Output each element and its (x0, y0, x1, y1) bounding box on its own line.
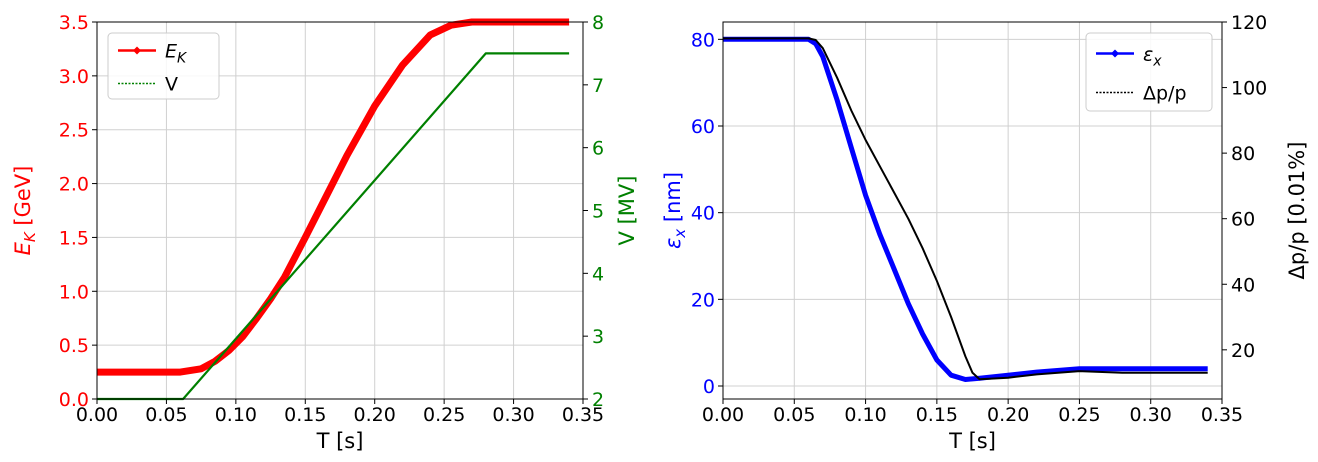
x-tick-label: 0.05 (773, 404, 815, 426)
x-tick-label: 0.15 (284, 404, 326, 426)
legend: EKV (107, 32, 220, 100)
y2-tick-label: 4 (592, 263, 604, 285)
y2-tick-label: 120 (1231, 12, 1267, 34)
legend-label-main: ε (1143, 44, 1153, 66)
legend: εx Δp/p (1085, 32, 1213, 112)
legend-label-sub: K (177, 51, 188, 67)
y2-axis-ticks: 20 40 60 80 100 120 (1222, 12, 1267, 362)
plot-frame (722, 21, 1223, 400)
y-axis-label-rest: [GeV] (11, 166, 35, 233)
x-tick-label: 0.15 (916, 404, 958, 426)
x-tick-label: 0.20 (987, 404, 1029, 426)
y-axis-label-rest: [nm] (661, 172, 685, 229)
y-tick-label: 0.0 (59, 389, 89, 411)
legend-label-main: E (165, 41, 177, 63)
series-line-1-1 (723, 37, 1208, 381)
y-axis-label-main: E (11, 241, 35, 255)
legend-label-sub: x (1152, 54, 1162, 70)
y-tick-label: 3.0 (59, 66, 89, 88)
y2-tick-label: 7 (592, 75, 604, 97)
series-line-0-0 (97, 18, 570, 376)
legend-label-0: εx (1143, 44, 1162, 70)
x-tick-label: 0.30 (1130, 404, 1172, 426)
y2-axis-ticks: 2 3 4 5 6 7 8 (583, 12, 604, 411)
legend-label-1: Δp/p (1143, 83, 1187, 105)
x-tick-label: 0.25 (1058, 404, 1100, 426)
energy-voltage-chart: 0.00 0.05 0.10 0.15 0.20 0.25 0.30 0.35 0.0 0.5 1.… (11, 12, 639, 453)
y2-axis-label: Δp/p [0.01%] (1285, 142, 1309, 280)
grid-lines (96, 21, 584, 400)
x-axis-label: T [s] (948, 429, 996, 453)
y2-tick-label: 6 (592, 138, 604, 160)
y-axis-label: EK [GeV] (11, 166, 39, 256)
x-tick-label: 0.05 (145, 404, 187, 426)
x-tick-label: 0.30 (492, 404, 534, 426)
y2-tick-label: 80 (1231, 143, 1255, 165)
y-tick-label: 3.5 (59, 12, 89, 34)
y2-tick-label: 20 (1231, 340, 1255, 362)
y2-tick-label: 3 (592, 326, 604, 348)
x-tick-label: 0.10 (844, 404, 886, 426)
x-axis-ticks: 0.00 0.05 0.10 0.15 0.20 0.25 0.30 0.35 (702, 399, 1243, 426)
y-tick-label: 1.0 (59, 281, 89, 303)
y-tick-label: 60 (691, 116, 715, 138)
legend-label-0: EK (165, 41, 188, 67)
y-axis-label-sub: K (21, 231, 39, 242)
x-tick-label: 0.25 (423, 404, 465, 426)
y-tick-label: 2.5 (59, 120, 89, 142)
y-tick-label: 40 (691, 203, 715, 225)
emittance-momentum-chart: 0.00 0.05 0.10 0.15 0.20 0.25 0.30 0.35 0 20 40 60 8… (661, 12, 1309, 453)
x-tick-label: 0.10 (215, 404, 257, 426)
y2-tick-label: 40 (1231, 274, 1255, 296)
y-axis-ticks: 0 20 40 60 80 (691, 29, 723, 398)
x-tick-label: 0.00 (76, 404, 118, 426)
x-axis-label: T [s] (316, 429, 364, 453)
y2-axis-label: V [MV] (615, 176, 639, 246)
y2-tick-label: 2 (592, 389, 604, 411)
y-axis-ticks: 0.0 0.5 1.0 1.5 2.0 2.5 3.0 3.5 (59, 12, 97, 411)
x-tick-label: 0.35 (562, 404, 604, 426)
legend-label-1: V (165, 74, 178, 96)
y-tick-label: 0.5 (59, 335, 89, 357)
y-axis-label-main: ε (661, 238, 685, 249)
y2-tick-label: 5 (592, 201, 604, 223)
legend-marker-0 (133, 46, 141, 55)
y-tick-label: 80 (691, 29, 715, 51)
series-line-1-0 (723, 36, 1208, 382)
x-tick-label: 0.20 (354, 404, 396, 426)
x-tick-label: 0.00 (702, 404, 744, 426)
y-tick-label: 1.5 (59, 227, 89, 249)
legend-box (107, 32, 220, 100)
legend-label-main: Δp/p (1143, 83, 1187, 105)
y-axis-label: εx [nm] (661, 172, 689, 249)
y-tick-label: 20 (691, 289, 715, 311)
x-axis-ticks: 0.00 0.05 0.10 0.15 0.20 0.25 0.30 0.35 (76, 399, 604, 426)
y-axis-label-sub: x (671, 229, 689, 239)
y-tick-label: 2.0 (59, 174, 89, 196)
y2-tick-label: 60 (1231, 209, 1255, 231)
legend-label-main: V (165, 74, 178, 96)
x-tick-label: 0.35 (1201, 404, 1243, 426)
y2-tick-label: 8 (592, 12, 604, 34)
legend-marker-0 (1111, 49, 1119, 58)
y2-tick-label: 100 (1231, 78, 1267, 100)
series-line-0-1 (97, 52, 570, 401)
y-tick-label: 0 (703, 376, 715, 398)
